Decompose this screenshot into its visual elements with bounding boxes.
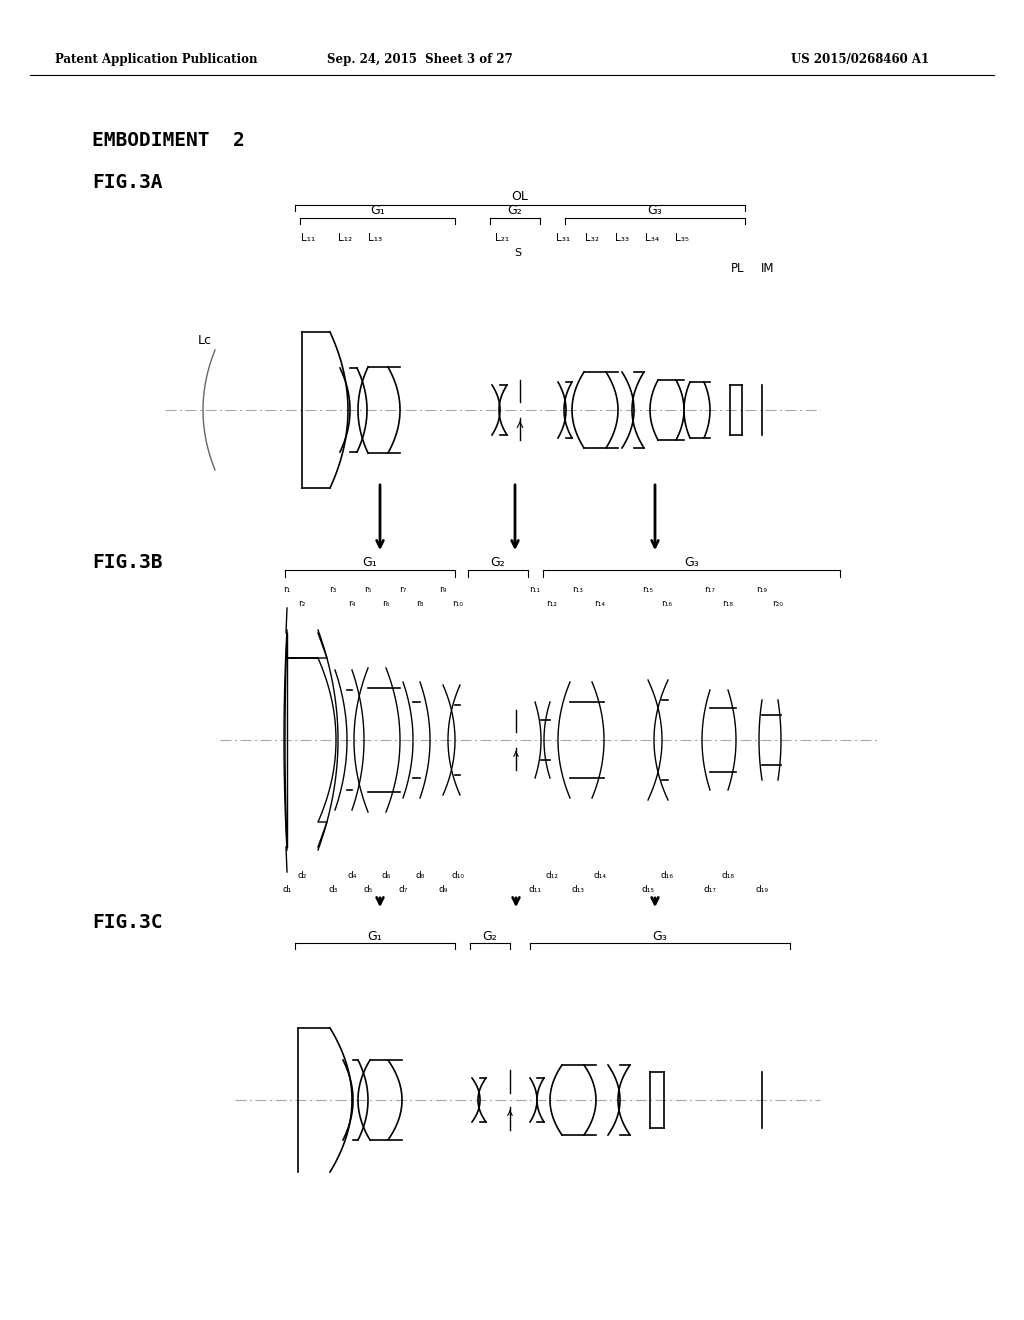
Text: r₁₂: r₁₂: [547, 598, 557, 607]
Text: d₆: d₆: [381, 871, 391, 880]
Text: S: S: [514, 248, 521, 257]
Text: r₁: r₁: [284, 586, 291, 594]
Text: G₂: G₂: [490, 557, 506, 569]
Text: G₃: G₃: [647, 205, 663, 218]
Text: OL: OL: [512, 190, 528, 203]
Text: Patent Application Publication: Patent Application Publication: [55, 54, 257, 66]
Text: r₁₁: r₁₁: [529, 586, 541, 594]
Text: r₄: r₄: [348, 598, 355, 607]
Text: d₇: d₇: [398, 884, 408, 894]
Text: FIG.3C: FIG.3C: [92, 912, 163, 932]
Text: G₁: G₁: [368, 929, 382, 942]
Text: r₁₃: r₁₃: [572, 586, 584, 594]
Text: r₆: r₆: [382, 598, 390, 607]
Text: r₅: r₅: [365, 586, 372, 594]
Text: r₇: r₇: [399, 586, 407, 594]
Text: r₁₀: r₁₀: [453, 598, 464, 607]
Text: IM: IM: [761, 261, 775, 275]
Text: L₃₄: L₃₄: [645, 234, 659, 243]
Text: d₄: d₄: [347, 871, 356, 880]
Text: G₂: G₂: [508, 205, 522, 218]
Text: d₁₆: d₁₆: [660, 871, 674, 880]
Text: L₃₁: L₃₁: [556, 234, 570, 243]
Text: L₃₅: L₃₅: [675, 234, 689, 243]
Text: L₃₂: L₃₂: [585, 234, 599, 243]
Text: d₁₂: d₁₂: [546, 871, 558, 880]
Text: G₁: G₁: [370, 205, 385, 218]
Text: r₁₅: r₁₅: [642, 586, 653, 594]
Text: r₁₉: r₁₉: [757, 586, 768, 594]
Text: L₃₃: L₃₃: [615, 234, 629, 243]
Text: r₉: r₉: [439, 586, 446, 594]
Text: Lc: Lc: [198, 334, 212, 346]
Text: G₂: G₂: [482, 929, 498, 942]
Text: d₁₇: d₁₇: [703, 884, 717, 894]
Text: Sep. 24, 2015  Sheet 3 of 27: Sep. 24, 2015 Sheet 3 of 27: [327, 54, 513, 66]
Text: d₂: d₂: [297, 871, 306, 880]
Text: d₁₉: d₁₉: [756, 884, 768, 894]
Text: d₁₅: d₁₅: [641, 884, 654, 894]
Text: L₁₃: L₁₃: [368, 234, 382, 243]
Text: FIG.3A: FIG.3A: [92, 173, 163, 191]
Text: d₃: d₃: [329, 884, 338, 894]
Text: L₂₁: L₂₁: [495, 234, 509, 243]
Text: L₁₁: L₁₁: [301, 234, 315, 243]
Text: FIG.3B: FIG.3B: [92, 553, 163, 572]
Text: d₁₄: d₁₄: [594, 871, 606, 880]
Text: r₂₀: r₂₀: [772, 598, 783, 607]
Text: PL: PL: [731, 261, 744, 275]
Text: L₁₂: L₁₂: [338, 234, 352, 243]
Text: d₁₃: d₁₃: [571, 884, 585, 894]
Text: d₁₀: d₁₀: [452, 871, 465, 880]
Text: r₁₆: r₁₆: [662, 598, 673, 607]
Text: r₈: r₈: [417, 598, 424, 607]
Text: EMBODIMENT  2: EMBODIMENT 2: [92, 131, 245, 149]
Text: d₈: d₈: [416, 871, 425, 880]
Text: d₅: d₅: [364, 884, 373, 894]
Text: G₁: G₁: [362, 557, 378, 569]
Text: r₁₄: r₁₄: [595, 598, 605, 607]
Text: US 2015/0268460 A1: US 2015/0268460 A1: [791, 54, 929, 66]
Text: G₃: G₃: [652, 929, 668, 942]
Text: r₁₈: r₁₈: [723, 598, 733, 607]
Text: d₁: d₁: [283, 884, 292, 894]
Text: G₃: G₃: [684, 557, 698, 569]
Text: r₂: r₂: [298, 598, 306, 607]
Text: d₁₁: d₁₁: [528, 884, 542, 894]
Text: d₁₈: d₁₈: [722, 871, 734, 880]
Text: r₁₇: r₁₇: [705, 586, 716, 594]
Text: d₉: d₉: [438, 884, 447, 894]
Text: r₃: r₃: [330, 586, 337, 594]
